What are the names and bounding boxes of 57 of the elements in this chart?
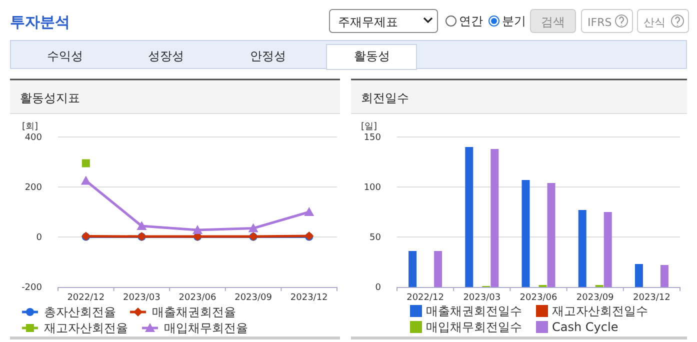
text: 활동성 bbox=[354, 49, 390, 63]
y-tick-label: 200 bbox=[24, 183, 42, 193]
y-tick-label: 50 bbox=[370, 233, 382, 243]
bar bbox=[408, 251, 417, 287]
text: 투자분석 bbox=[10, 13, 70, 31]
x-tick-label: 2023/09 bbox=[576, 293, 614, 303]
legend-label: 재고자산회전율 bbox=[44, 321, 128, 335]
y-axis-title: [일] bbox=[361, 122, 378, 132]
point bbox=[304, 207, 314, 216]
y-tick-label: 400 bbox=[24, 133, 42, 143]
text: 안정성 bbox=[250, 49, 286, 63]
legend-label: 매입채무회전율 bbox=[164, 321, 248, 335]
x-tick-label: 2023/12 bbox=[633, 293, 670, 303]
point bbox=[248, 223, 258, 232]
legend-label: 매입채무회전일수 bbox=[426, 320, 522, 334]
point bbox=[82, 159, 90, 168]
text: 수익성 bbox=[47, 49, 83, 63]
y-tick-label: 100 bbox=[364, 183, 382, 193]
y-tick-label: 0 bbox=[375, 283, 382, 293]
y-tick-label: -200 bbox=[22, 283, 42, 293]
text: 산식 bbox=[644, 16, 666, 29]
bar bbox=[465, 147, 474, 287]
legend-label: 매출채권회전일수 bbox=[426, 304, 522, 318]
bar bbox=[578, 210, 586, 287]
x-tick-label: 2023/09 bbox=[234, 293, 272, 303]
bar bbox=[434, 251, 442, 287]
text: IFRS bbox=[588, 16, 612, 29]
bar bbox=[547, 183, 556, 287]
chart-title: 활동성지표 bbox=[20, 91, 80, 105]
y-tick-label: 0 bbox=[36, 233, 42, 243]
bar bbox=[660, 265, 668, 287]
bar bbox=[634, 264, 643, 287]
x-tick-label: 2023/03 bbox=[123, 293, 160, 303]
x-tick-label: 2023/12 bbox=[290, 293, 328, 303]
bar bbox=[604, 212, 612, 287]
text: 연간 bbox=[459, 14, 483, 28]
point bbox=[80, 176, 91, 185]
bar bbox=[490, 149, 499, 287]
chart-title: 회전일수 bbox=[361, 91, 409, 105]
text: 분기 bbox=[502, 14, 526, 28]
y-axis-title: [회] bbox=[22, 122, 38, 132]
x-tick-label: 2023/03 bbox=[463, 293, 501, 303]
x-tick-label: 2023/06 bbox=[520, 293, 558, 303]
legend-label: 재고자산회전일수 bbox=[552, 304, 648, 318]
bar bbox=[522, 180, 530, 287]
text: 주재무제표 bbox=[338, 15, 398, 29]
y-tick-label: 150 bbox=[364, 133, 382, 143]
x-tick-label: 2022/12 bbox=[406, 293, 444, 303]
legend-label: 매출채권회전율 bbox=[152, 305, 236, 319]
point bbox=[192, 225, 202, 234]
x-tick-label: 2022/12 bbox=[67, 293, 105, 303]
point bbox=[136, 221, 147, 230]
legend-label: Cash Cycle bbox=[552, 320, 618, 334]
x-tick-label: 2023/06 bbox=[178, 293, 216, 303]
text: 검색 bbox=[541, 15, 565, 29]
text: 성장성 bbox=[148, 49, 184, 63]
legend-label: 총자산회전율 bbox=[44, 305, 116, 319]
